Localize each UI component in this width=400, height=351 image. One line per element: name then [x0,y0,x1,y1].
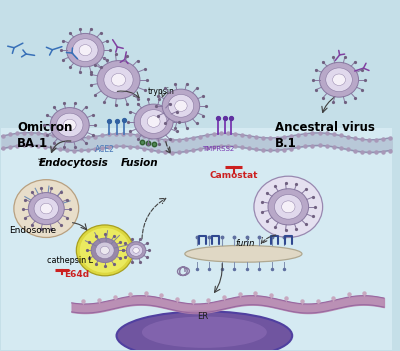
Text: Fusion: Fusion [121,158,159,168]
Circle shape [274,194,302,219]
Circle shape [50,108,89,143]
Circle shape [268,189,308,225]
Circle shape [66,33,104,67]
Ellipse shape [185,245,302,262]
Text: Omicron
BA.1: Omicron BA.1 [17,121,72,150]
Text: Camostat: Camostat [209,171,258,180]
Circle shape [76,225,133,276]
Text: furin: furin [236,239,255,248]
Circle shape [133,247,139,253]
Circle shape [254,176,323,238]
Circle shape [162,89,200,122]
Circle shape [97,61,140,99]
Circle shape [112,73,126,86]
Circle shape [28,193,64,225]
Circle shape [326,68,352,92]
Circle shape [320,62,358,97]
Circle shape [14,180,79,238]
Text: cathepsin L: cathepsin L [47,256,93,265]
Circle shape [56,113,83,137]
Text: trypsin: trypsin [148,87,175,97]
Circle shape [134,104,173,139]
Circle shape [147,116,160,127]
Circle shape [140,110,167,133]
Circle shape [175,100,187,111]
Circle shape [96,242,114,259]
Circle shape [168,94,194,117]
Circle shape [63,119,76,131]
Text: Endocytosis: Endocytosis [38,158,108,168]
Circle shape [130,244,143,256]
Text: TMPRSS2: TMPRSS2 [202,146,234,152]
FancyBboxPatch shape [1,128,392,350]
Circle shape [104,67,133,93]
Ellipse shape [116,311,292,351]
Circle shape [79,45,92,56]
Circle shape [34,198,58,219]
Text: Ancestral virus
B.1: Ancestral virus B.1 [275,121,374,150]
Circle shape [100,246,109,254]
Circle shape [126,241,146,259]
Text: ACE2: ACE2 [95,145,115,154]
Circle shape [40,203,52,214]
Circle shape [91,238,118,263]
Circle shape [80,228,130,273]
Text: ER: ER [197,312,208,321]
Text: Endosome: Endosome [9,226,56,235]
Text: E64d: E64d [64,270,89,279]
Circle shape [72,39,98,61]
Ellipse shape [142,317,267,348]
Circle shape [332,74,346,86]
Circle shape [282,201,295,213]
